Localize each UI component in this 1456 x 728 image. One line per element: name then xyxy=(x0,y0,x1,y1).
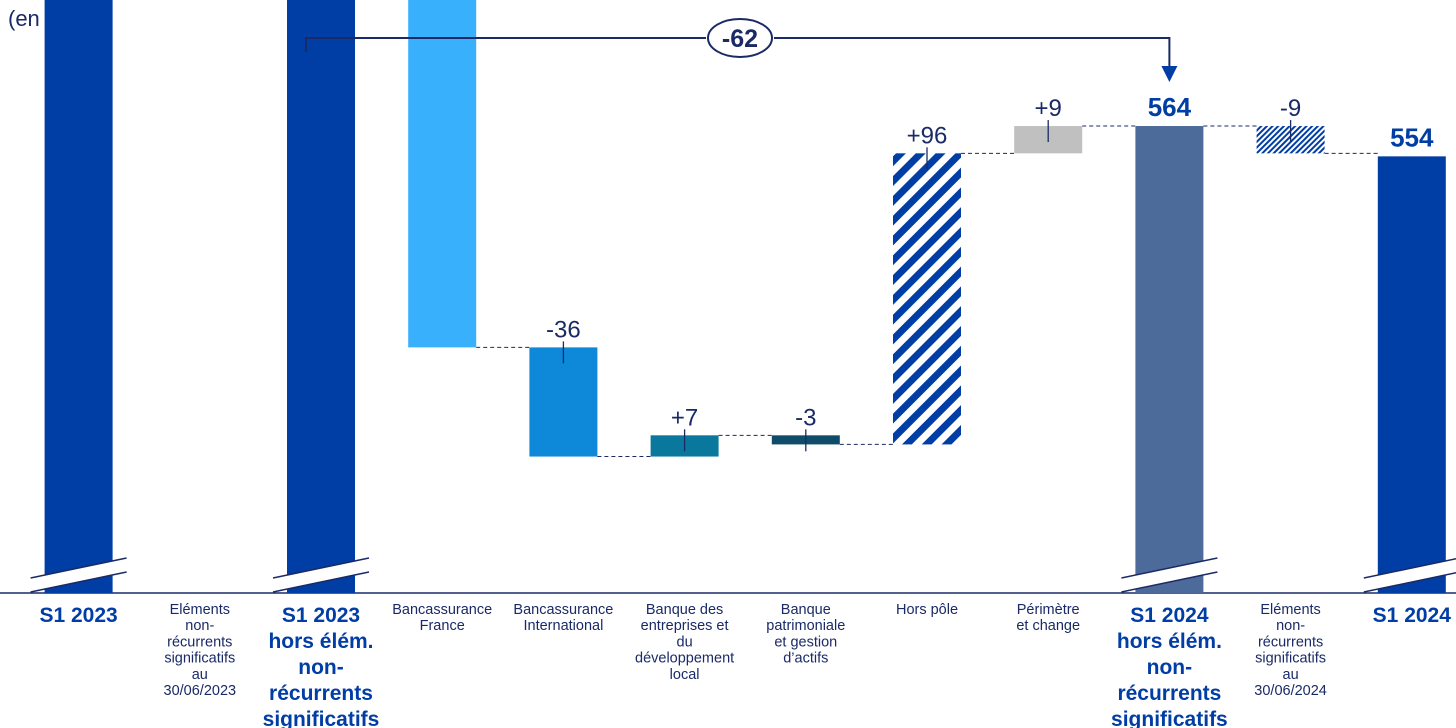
bar-7 xyxy=(893,153,961,445)
category-label-line: récurrents xyxy=(167,634,232,650)
category-label-line: entreprises et xyxy=(641,618,729,634)
axis-break-line-a-2 xyxy=(272,557,370,579)
axis-break-line-b-0 xyxy=(30,571,127,593)
value-label-5: +7 xyxy=(671,404,698,431)
axis-break-line-b-2 xyxy=(272,571,370,593)
category-label-9: S1 2024 hors élém. non-récurrents significa… xyxy=(1111,604,1228,728)
category-label-line: 30/06/2024 xyxy=(1254,683,1327,699)
category-label-line: récurrents xyxy=(1258,634,1323,650)
category-label-line: hors élém. xyxy=(268,630,373,653)
bar-3 xyxy=(408,0,477,348)
category-label-2: S1 2023 hors élém. non-récurrents significa… xyxy=(263,604,380,728)
category-label-5: Banque des entreprises et du développement l… xyxy=(635,602,734,683)
bracket-layer: -62 xyxy=(305,18,1178,83)
category-label-line: International xyxy=(523,618,603,634)
bracket-label: -62 xyxy=(722,25,758,53)
axis-break-line-b-11 xyxy=(1363,572,1456,593)
category-label-line: et gestion xyxy=(774,634,837,650)
category-label-line: au xyxy=(192,667,208,683)
axis-break-line-a-11 xyxy=(1363,558,1456,579)
category-label-line: récurrents xyxy=(269,682,373,705)
category-label-line: significatifs xyxy=(263,708,380,728)
category-label-line: Bancassurance xyxy=(392,602,492,618)
category-label-line: Eléments xyxy=(170,602,230,618)
category-label-line: non- xyxy=(185,618,214,634)
category-label-line: significatifs xyxy=(164,651,235,667)
axis-break-line-a-0 xyxy=(30,557,127,579)
category-label-3: Bancassurance France xyxy=(392,602,492,634)
category-label-line: S1 2023 xyxy=(39,604,117,627)
category-label-line: local xyxy=(670,667,700,683)
category-label-line: S1 2024 xyxy=(1373,604,1452,627)
category-label-line: et change xyxy=(1016,618,1080,634)
category-label-0: S1 2023 xyxy=(39,604,117,627)
category-label-7: Hors pôle xyxy=(896,602,958,618)
category-label-line: d’actifs xyxy=(783,651,828,667)
category-label-line: du xyxy=(677,634,693,650)
value-label-7: +96 xyxy=(907,122,948,149)
category-label-line: S1 2024 xyxy=(1130,604,1209,627)
labels-layer: 621S1 2023+5Elémentsnon-récurrentssignif… xyxy=(39,92,1452,728)
category-label-line: récurrents xyxy=(1117,682,1221,705)
category-label-line: Banque des xyxy=(646,602,723,618)
axis-break-11 xyxy=(1363,558,1456,592)
category-label-line: développement xyxy=(635,651,734,667)
bar-9 xyxy=(1135,126,1204,593)
category-label-line: 30/06/2023 xyxy=(164,683,237,699)
category-label-line: S1 2023 xyxy=(282,604,360,627)
category-label-4: Bancassurance International xyxy=(513,602,613,634)
bracket-arrowhead xyxy=(1161,66,1178,83)
category-label-line: Banque xyxy=(781,602,831,618)
category-label-line: significatifs xyxy=(1111,708,1228,728)
category-label-line: Bancassurance xyxy=(513,602,613,618)
axis-break-2 xyxy=(273,558,369,592)
category-label-line: non- xyxy=(298,656,343,679)
value-label-9: 564 xyxy=(1148,92,1192,122)
value-label-11: 554 xyxy=(1390,122,1434,152)
category-label-line: non- xyxy=(1147,656,1192,679)
category-label-line: significatifs xyxy=(1255,651,1326,667)
bracket-line xyxy=(305,37,1171,72)
axis-break-line-a-9 xyxy=(1121,557,1218,579)
category-label-line: non- xyxy=(1276,618,1305,634)
bracket-badge xyxy=(707,18,773,58)
category-label-line: Hors pôle xyxy=(896,602,958,618)
axis-break-line-b-9 xyxy=(1121,571,1218,593)
bar-2 xyxy=(287,0,355,594)
bar-0 xyxy=(44,0,113,594)
category-label-line: France xyxy=(420,618,465,634)
value-label-6: -3 xyxy=(795,404,816,431)
category-label-line: hors élém. xyxy=(1117,630,1222,653)
category-label-line: Eléments xyxy=(1260,602,1320,618)
connectors-layer xyxy=(476,125,1378,458)
value-label-10: -9 xyxy=(1280,95,1301,122)
category-label-line: patrimoniale xyxy=(766,618,845,634)
bar-4 xyxy=(529,347,598,457)
category-label-line: Périmètre xyxy=(1017,602,1080,618)
category-label-11: S1 2024 xyxy=(1373,604,1452,627)
category-label-10: Eléments non-récurrents significatifs au 30/… xyxy=(1254,602,1327,699)
category-label-1: Eléments non-récurrents significatifs au 30/… xyxy=(164,602,237,699)
bar-11 xyxy=(1377,156,1446,593)
bars-layer xyxy=(0,0,1456,594)
category-label-8: Périmètre et change xyxy=(1016,602,1080,634)
value-label-4: -36 xyxy=(546,316,581,343)
axis-break-0 xyxy=(30,558,127,592)
value-label-8: +9 xyxy=(1035,95,1062,122)
category-label-6: Banque patrimoniale et gestion d’actifs xyxy=(766,602,845,667)
axis-break-9 xyxy=(1121,558,1218,592)
category-label-line: au xyxy=(1283,667,1299,683)
